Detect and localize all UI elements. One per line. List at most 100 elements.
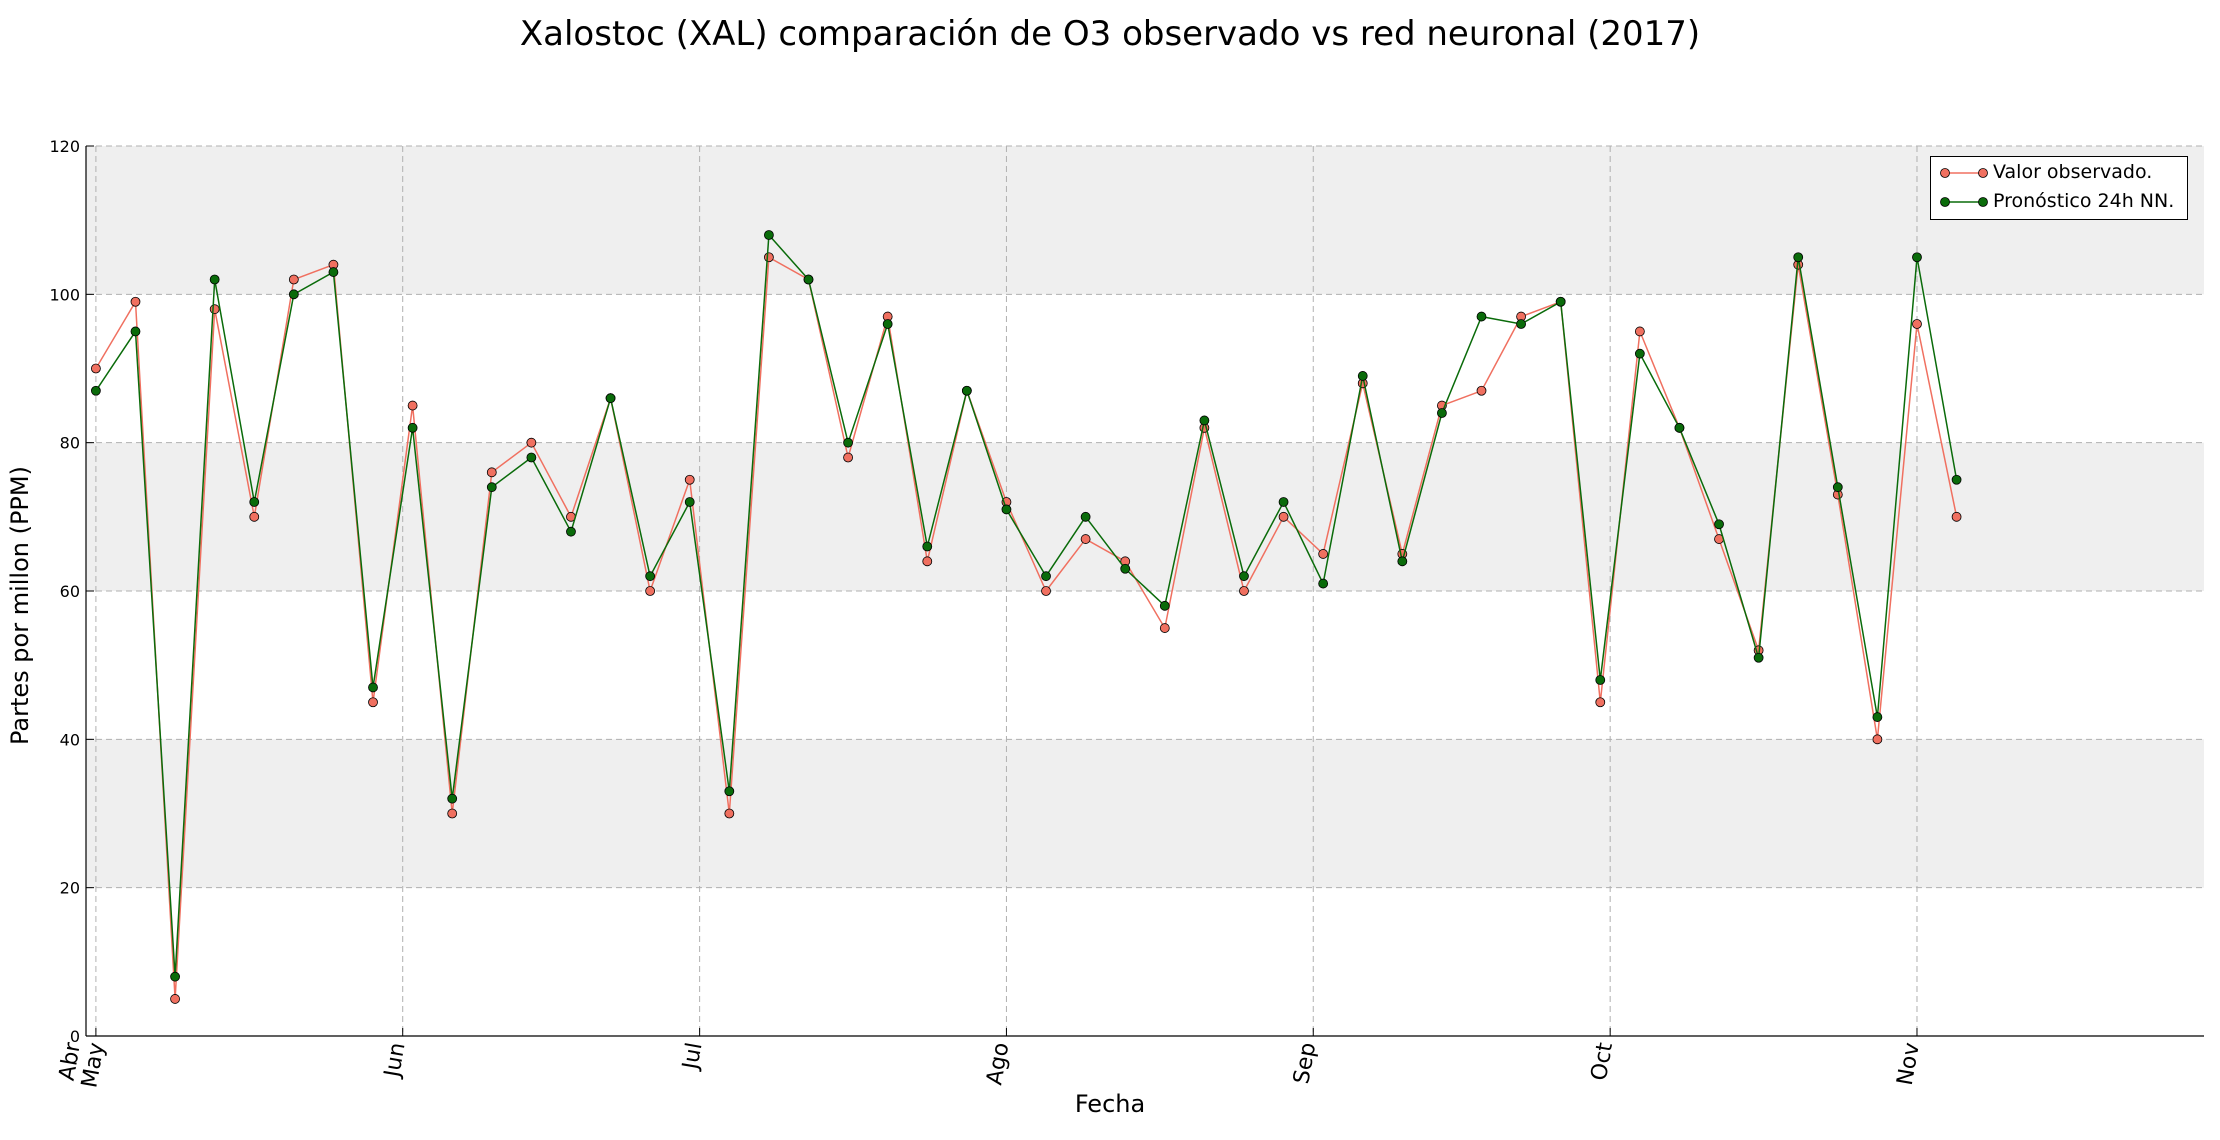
data-point-forecast — [961, 385, 972, 396]
y-tick-label: 20 — [60, 879, 80, 898]
data-point-observed — [1278, 511, 1289, 522]
background-band — [86, 442, 2204, 591]
data-point-forecast — [249, 497, 260, 507]
series-line-forecast — [95, 233, 1958, 977]
data-point-observed — [1912, 319, 1922, 329]
data-point-observed — [684, 474, 695, 485]
data-point-forecast — [764, 230, 774, 240]
data-point-forecast — [1634, 348, 1645, 359]
data-point-forecast — [1357, 371, 1368, 381]
y-axis-title: Partes por millon (PPM) — [6, 466, 34, 745]
y-tick-label: 120 — [49, 137, 80, 156]
data-point-forecast — [1476, 311, 1487, 322]
x-tick-label: Jun — [380, 1041, 411, 1081]
data-point-observed — [130, 296, 141, 307]
data-point-observed — [1239, 586, 1249, 596]
legend-label-forecast: Pronóstico 24h NN. — [1993, 190, 2175, 212]
x-tick-label: Jul — [678, 1041, 708, 1073]
legend-marker-forecast — [1940, 197, 1988, 207]
data-point-observed — [764, 252, 774, 263]
data-point-forecast — [1555, 296, 1566, 307]
y-tick-label: 60 — [60, 582, 80, 601]
data-point-forecast — [1912, 252, 1922, 263]
data-point-observed — [1872, 734, 1883, 745]
data-point-observed — [843, 452, 853, 463]
x-axis-title: Fecha — [1074, 1090, 1146, 1118]
data-point-forecast — [1595, 675, 1606, 685]
data-point-observed — [526, 437, 537, 448]
data-point-forecast — [328, 267, 339, 277]
y-tick-label: 40 — [60, 730, 80, 749]
data-point-observed — [288, 274, 299, 285]
data-point-observed — [90, 363, 101, 374]
data-point-forecast — [1397, 556, 1408, 567]
data-point-forecast — [1793, 252, 1804, 263]
data-point-forecast — [1872, 712, 1883, 722]
legend-marker-observed — [1940, 168, 1988, 178]
data-point-forecast — [566, 526, 576, 537]
data-point-forecast — [1001, 504, 1012, 515]
background-band — [86, 739, 2204, 888]
data-point-forecast — [922, 541, 933, 552]
data-point-forecast — [1714, 519, 1724, 530]
data-point-observed — [368, 697, 378, 708]
y-tick-label: 100 — [49, 285, 80, 304]
data-point-forecast — [1199, 415, 1210, 426]
y-tick-label: 80 — [60, 434, 80, 453]
data-point-observed — [1951, 511, 1962, 522]
data-point-observed — [1080, 534, 1091, 544]
data-point-observed — [645, 586, 656, 596]
data-point-observed — [447, 808, 458, 819]
data-point-observed — [724, 808, 735, 819]
data-point-observed — [922, 556, 933, 567]
data-point-forecast — [1041, 571, 1051, 582]
data-point-forecast — [803, 274, 814, 285]
series-line-observed — [95, 256, 1958, 999]
x-tick-label: Oct — [1587, 1040, 1618, 1082]
data-point-observed — [1159, 623, 1170, 633]
data-point-forecast — [1516, 319, 1526, 329]
data-point-observed — [486, 467, 497, 478]
data-point-forecast — [407, 422, 418, 433]
data-point-observed — [209, 304, 220, 315]
legend: Valor observado. Pronóstico 24h NN. — [1930, 156, 2188, 220]
legend-item-forecast: Pronóstico 24h NN. — [1931, 188, 2187, 216]
data-point-forecast — [170, 971, 180, 982]
data-point-forecast — [486, 482, 497, 493]
data-point-forecast — [1120, 563, 1131, 574]
data-point-forecast — [645, 571, 656, 582]
legend-item-observed: Valor observado. — [1931, 159, 2187, 187]
data-point-observed — [1595, 697, 1606, 708]
x-tick-label: Sep — [1289, 1041, 1321, 1086]
data-point-forecast — [1753, 652, 1764, 663]
data-point-forecast — [209, 274, 220, 285]
background-band — [86, 146, 2204, 295]
data-point-observed — [407, 400, 418, 411]
data-point-forecast — [526, 452, 537, 463]
data-point-forecast — [684, 497, 695, 507]
legend-label-observed: Valor observado. — [1993, 161, 2153, 183]
data-point-forecast — [882, 319, 893, 329]
data-point-forecast — [90, 385, 101, 396]
data-point-observed — [170, 994, 180, 1004]
data-point-forecast — [1674, 422, 1685, 433]
data-point-forecast — [1437, 408, 1447, 418]
data-point-observed — [1041, 586, 1051, 596]
data-point-observed — [1634, 326, 1645, 337]
data-point-forecast — [1278, 497, 1289, 507]
data-point-forecast — [368, 682, 378, 693]
data-point-forecast — [1951, 474, 1962, 485]
y-tick-label: 0 — [70, 1027, 80, 1046]
data-point-forecast — [843, 437, 853, 448]
data-point-forecast — [288, 289, 299, 300]
x-tick-label: Ago — [982, 1041, 1014, 1087]
data-point-forecast — [1832, 482, 1843, 493]
data-point-forecast — [1239, 571, 1249, 582]
data-point-observed — [1476, 385, 1487, 396]
data-point-forecast — [130, 326, 141, 337]
data-point-forecast — [447, 793, 458, 804]
data-point-observed — [249, 511, 260, 522]
data-point-forecast — [1080, 511, 1091, 522]
